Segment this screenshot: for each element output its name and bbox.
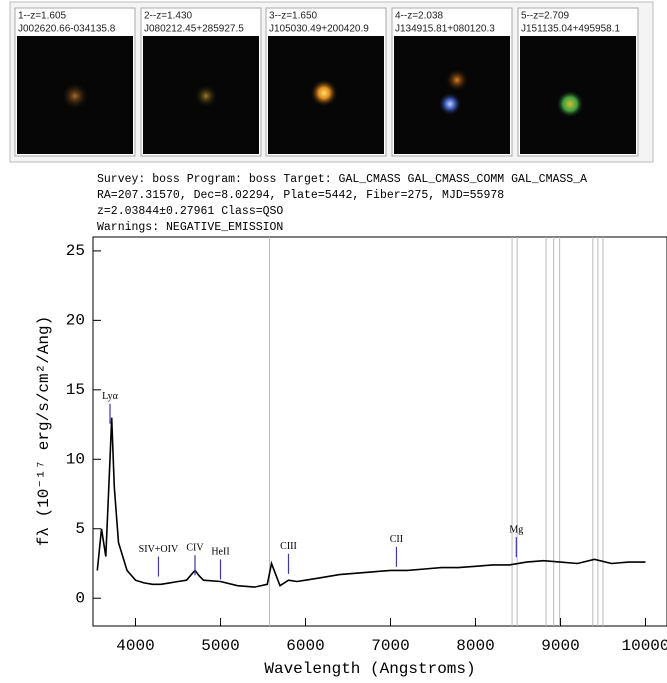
thumbnail-label: 5--z=2.709	[521, 11, 570, 22]
x-tick-label: 5000	[201, 637, 239, 655]
thumbnail-name: J105030.49+200420.9	[269, 24, 369, 35]
line-label: CII	[390, 534, 403, 545]
spectrum-header: Survey: boss Program: boss Target: GAL_C…	[97, 173, 587, 234]
y-tick-label: 10	[66, 451, 85, 469]
header-line: RA=207.31570, Dec=8.02294, Plate=5442, F…	[97, 189, 504, 202]
plot-frame	[92, 236, 667, 627]
line-label: CIV	[186, 542, 204, 553]
y-tick-label: 15	[66, 381, 85, 399]
thumbnail-name: J134915.81+080120.3	[395, 24, 495, 35]
thumbnail-label: 2--z=1.430	[144, 11, 193, 22]
line-label: SIV+OIV	[139, 544, 179, 555]
x-tick-label: 9000	[541, 637, 579, 655]
x-tick-label: 10000	[621, 637, 667, 655]
thumbnail-name: J151135.04+495958.1	[521, 24, 621, 35]
source-blob	[61, 82, 89, 110]
plot-area	[96, 237, 646, 626]
header-line: Survey: boss Program: boss Target: GAL_C…	[97, 173, 587, 186]
line-label: Mg	[509, 524, 523, 535]
spectrum-line	[96, 417, 646, 588]
x-tick-label: 4000	[116, 637, 154, 655]
y-tick-label: 5	[75, 520, 85, 538]
source-blob	[445, 68, 469, 92]
source-blob	[194, 84, 218, 108]
thumbnail-name: J080212.45+285927.5	[144, 24, 244, 35]
y-axis-label: fλ (10⁻¹⁷ erg/s/cm²/Ang)	[35, 316, 53, 546]
line-label: Lyα	[102, 391, 119, 402]
plot: 0 5 10 15 20 25 4000 5000 6000 7000 8000 9000 10000 L…	[35, 237, 667, 678]
y-tick-label: 0	[75, 589, 85, 607]
thumbnail-name: J002620.66-034135.8	[18, 24, 116, 35]
thumbnail-label: 1--z=1.605	[18, 11, 67, 22]
x-tick-label: 6000	[286, 637, 324, 655]
x-tick-label: 7000	[371, 637, 409, 655]
line-label: CIII	[280, 541, 297, 552]
header-line: Warnings: NEGATIVE_EMISSION	[97, 221, 283, 234]
source-blob	[438, 92, 462, 116]
x-axis-label: Wavelength (Angstroms)	[264, 660, 475, 678]
header-line: z=2.03844±0.27961 Class=QSO	[97, 205, 283, 218]
y-tick-label: 25	[66, 242, 85, 260]
thumbnail-label: 3--z=1.650	[269, 11, 318, 22]
source-blob	[556, 90, 584, 118]
thumbnail-label: 4--z=2.038	[395, 11, 444, 22]
thumbnails: 1--z=1.605 J002620.66-034135.8 2--z=1.430 J…	[14, 7, 639, 157]
y-tick-label: 20	[66, 312, 85, 330]
line-label: HeII	[211, 547, 229, 558]
x-tick-label: 8000	[456, 637, 494, 655]
source-blob	[310, 79, 338, 107]
